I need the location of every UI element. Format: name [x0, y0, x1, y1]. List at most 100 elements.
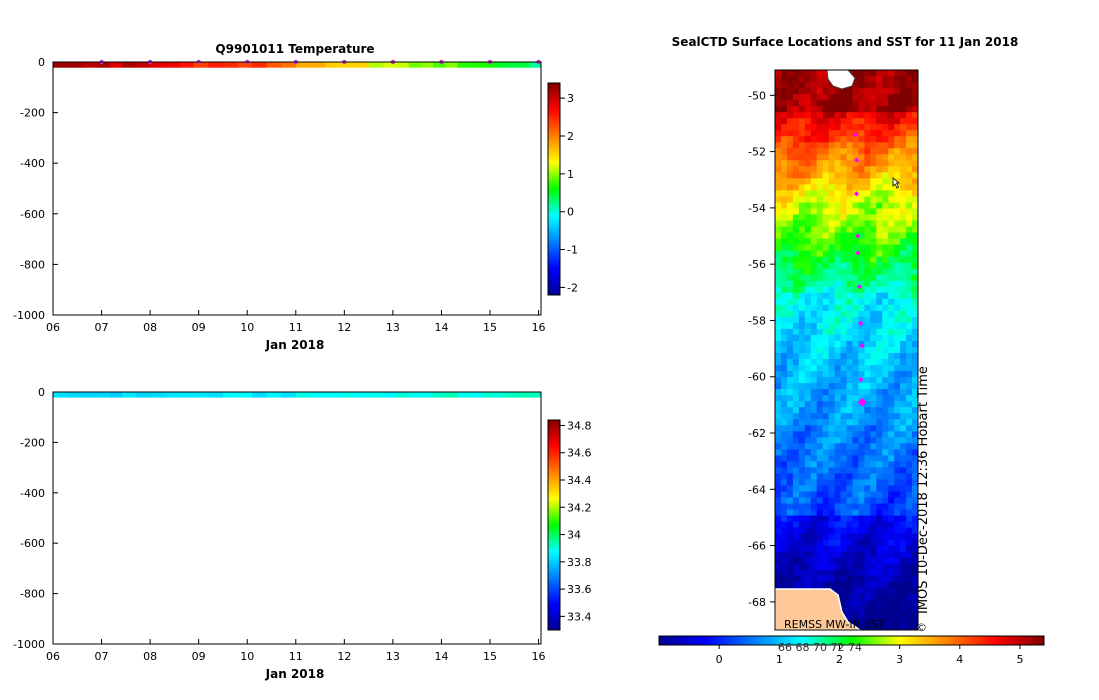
temperature-cell	[409, 1, 422, 7]
salinity-cell	[433, 357, 446, 363]
sst-cell	[870, 533, 877, 541]
sst-cell	[888, 280, 895, 288]
sst-cell	[870, 328, 877, 336]
sst-cell	[840, 316, 847, 324]
salinity-cell	[122, 327, 136, 333]
salinity-cell	[252, 286, 267, 289]
sst-cell	[846, 262, 853, 270]
temperature-cell	[530, 32, 542, 38]
salinity-cell	[136, 367, 151, 373]
sst-cell	[846, 479, 853, 486]
sst-cell	[810, 431, 818, 438]
salinity-cell	[445, 367, 458, 373]
sst-cell	[834, 575, 842, 583]
sst-cell	[894, 70, 901, 77]
temperature-cell	[150, 17, 165, 23]
sst-cell	[804, 100, 812, 107]
sst-cell	[810, 262, 818, 270]
temperature-cell	[409, 42, 422, 48]
temperature-cell	[179, 0, 194, 2]
sst-cell	[786, 395, 794, 402]
salinity-cell	[354, 231, 369, 234]
sst-cell	[882, 112, 889, 119]
sst-cell	[876, 563, 883, 571]
sst-cell	[846, 100, 853, 107]
salinity-cell	[369, 372, 384, 378]
sst-cell	[810, 112, 818, 119]
sst-cell	[804, 503, 812, 510]
temperature-cell	[325, 11, 340, 17]
sst-cell	[900, 503, 907, 510]
sst-cell	[828, 533, 836, 541]
sst-cell	[876, 316, 883, 324]
sst-cell	[906, 70, 913, 77]
temperature-cell	[252, 22, 267, 28]
colorbar-tick-label: -2	[567, 281, 578, 294]
sst-cell	[840, 359, 847, 366]
sst-cell	[876, 509, 883, 517]
temperature-cell	[53, 11, 68, 17]
sst-cell	[840, 196, 847, 203]
sst-cell	[792, 76, 800, 83]
sst-cell	[804, 208, 812, 215]
sst-cell	[894, 280, 901, 288]
sst-cell	[852, 587, 859, 595]
sst-cell	[870, 581, 877, 589]
salinity-cell	[68, 327, 83, 333]
sst-cell	[804, 575, 812, 583]
sst-cell	[798, 563, 806, 571]
sst-cell	[858, 160, 865, 167]
sst-cell	[900, 413, 907, 420]
salinity-cell	[97, 372, 111, 378]
salinity-cell	[296, 372, 311, 378]
sst-cell	[798, 154, 806, 161]
sst-cell	[864, 214, 871, 221]
sst-cell	[804, 328, 812, 336]
sst-cell	[816, 563, 824, 571]
salinity-cell	[409, 301, 422, 307]
salinity-cell	[267, 316, 282, 322]
salinity-cell	[136, 372, 151, 378]
sst-cell	[810, 232, 818, 240]
sst-cell	[816, 527, 824, 535]
sst-cell	[888, 551, 895, 559]
sst-cell	[775, 347, 782, 354]
sst-cell	[816, 461, 824, 468]
colorbar-tick-label: 34	[567, 529, 581, 542]
sst-cell	[882, 322, 889, 330]
sst-cell	[828, 142, 836, 149]
temperature-cell	[281, 6, 296, 12]
sst-cell	[900, 268, 907, 276]
sst-cell	[912, 497, 918, 504]
sst-cell	[828, 298, 836, 306]
sst-cell	[912, 467, 918, 474]
temperature-cell	[194, 22, 209, 28]
sst-cell	[888, 461, 895, 468]
salinity-cell	[369, 321, 384, 327]
salinity-cell	[267, 332, 282, 338]
sst-cell	[870, 431, 877, 438]
sst-cell	[786, 184, 794, 191]
salinity-cell	[433, 281, 446, 284]
salinity-cell	[469, 377, 482, 383]
sst-cell	[846, 250, 853, 258]
sst-cell	[912, 413, 918, 420]
sst-cell	[834, 298, 842, 306]
temperature-cell	[408, 62, 422, 68]
sst-cell	[781, 184, 788, 191]
temperature-cell	[421, 32, 434, 38]
salinity-cell	[150, 372, 165, 378]
sst-cell	[840, 106, 847, 113]
sst-cell	[810, 310, 818, 318]
salinity-cell	[530, 266, 542, 272]
sst-cell	[912, 70, 918, 77]
sst-cell	[775, 383, 782, 390]
temperature-cell	[194, 37, 209, 43]
sst-map-frame	[774, 69, 919, 631]
sst-cell	[810, 365, 818, 372]
temperature-cell	[96, 62, 111, 68]
sst-cell	[858, 467, 865, 474]
sst-cell	[792, 545, 800, 553]
temperature-cell	[252, 1, 267, 7]
sst-cell	[900, 431, 907, 438]
